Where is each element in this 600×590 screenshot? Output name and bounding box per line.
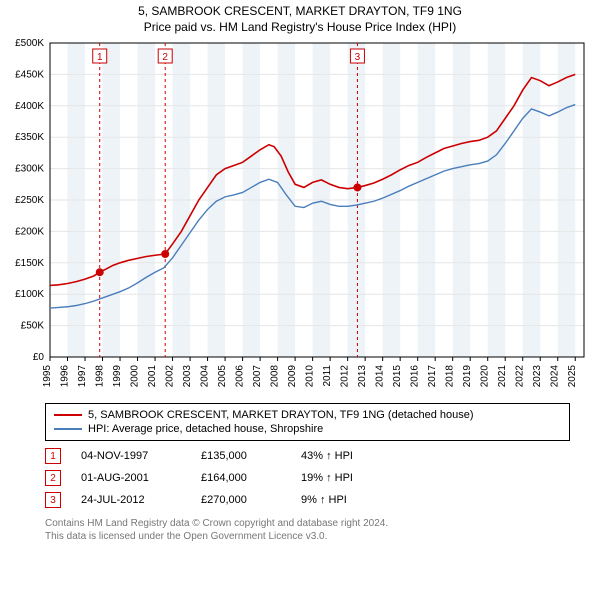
title-line-2: Price paid vs. HM Land Registry's House …	[0, 20, 600, 36]
event-delta: 9% ↑ HPI	[301, 494, 381, 506]
event-row: 2 01-AUG-2001 £164,000 19% ↑ HPI	[45, 467, 570, 489]
svg-text:£500K: £500K	[15, 38, 44, 49]
svg-text:2017: 2017	[427, 365, 438, 388]
svg-text:2009: 2009	[287, 365, 298, 388]
svg-text:1996: 1996	[60, 365, 71, 388]
event-date: 04-NOV-1997	[81, 450, 181, 462]
chart-area: £0 £50K £100K £150K £200K £250K £300K £350K £400…	[0, 37, 592, 397]
legend-swatch	[54, 414, 82, 416]
event-price: £135,000	[201, 450, 281, 462]
event-price: £270,000	[201, 494, 281, 506]
svg-text:2018: 2018	[445, 365, 456, 388]
svg-text:2019: 2019	[462, 365, 473, 388]
legend-label: 5, SAMBROOK CRESCENT, MARKET DRAYTON, TF…	[88, 409, 474, 421]
svg-text:£100K: £100K	[15, 289, 44, 300]
svg-text:£200K: £200K	[15, 227, 44, 238]
event-row: 3 24-JUL-2012 £270,000 9% ↑ HPI	[45, 489, 570, 511]
svg-text:2001: 2001	[147, 365, 158, 388]
svg-text:2010: 2010	[305, 365, 316, 388]
svg-text:1997: 1997	[77, 365, 88, 388]
footer-note: Contains HM Land Registry data © Crown c…	[45, 517, 570, 543]
legend-item: 5, SAMBROOK CRESCENT, MARKET DRAYTON, TF…	[54, 408, 561, 422]
legend-box: 5, SAMBROOK CRESCENT, MARKET DRAYTON, TF…	[45, 403, 570, 441]
svg-text:2012: 2012	[340, 365, 351, 388]
svg-text:1995: 1995	[42, 365, 53, 388]
svg-text:2014: 2014	[375, 365, 386, 388]
legend-swatch	[54, 428, 82, 430]
svg-text:2: 2	[162, 52, 168, 63]
svg-text:2002: 2002	[165, 365, 176, 388]
svg-text:3: 3	[355, 52, 361, 63]
svg-text:£450K: £450K	[15, 70, 44, 81]
svg-text:£300K: £300K	[15, 164, 44, 175]
events-block: 1 04-NOV-1997 £135,000 43% ↑ HPI 2 01-AUG-200…	[45, 445, 570, 511]
svg-text:2006: 2006	[235, 365, 246, 388]
svg-text:2011: 2011	[322, 365, 333, 387]
event-delta: 19% ↑ HPI	[301, 472, 381, 484]
legend-label: HPI: Average price, detached house, Shro…	[88, 423, 323, 435]
svg-text:2003: 2003	[182, 365, 193, 388]
svg-text:£150K: £150K	[15, 258, 44, 269]
event-price: £164,000	[201, 472, 281, 484]
price-chart: £0 £50K £100K £150K £200K £250K £300K £350K £400…	[0, 37, 590, 397]
svg-text:2025: 2025	[567, 365, 578, 388]
event-delta: 43% ↑ HPI	[301, 450, 381, 462]
svg-text:1998: 1998	[95, 365, 106, 388]
event-marker: 1	[45, 448, 61, 464]
svg-text:£50K: £50K	[21, 321, 45, 332]
svg-text:2016: 2016	[410, 365, 421, 388]
svg-text:2022: 2022	[515, 365, 526, 388]
svg-text:2000: 2000	[130, 365, 141, 388]
svg-text:2005: 2005	[217, 365, 228, 388]
footer-line-2: This data is licensed under the Open Gov…	[45, 530, 570, 543]
title-line-1: 5, SAMBROOK CRESCENT, MARKET DRAYTON, TF…	[0, 4, 600, 20]
svg-text:2024: 2024	[550, 365, 561, 388]
svg-text:2008: 2008	[270, 365, 281, 388]
title-block: 5, SAMBROOK CRESCENT, MARKET DRAYTON, TF…	[0, 0, 600, 37]
svg-text:£400K: £400K	[15, 101, 44, 112]
svg-text:2004: 2004	[200, 365, 211, 388]
svg-text:£0: £0	[33, 352, 45, 363]
legend-item: HPI: Average price, detached house, Shro…	[54, 422, 561, 436]
footer-line-1: Contains HM Land Registry data © Crown c…	[45, 517, 570, 530]
svg-text:1999: 1999	[112, 365, 123, 388]
svg-text:2013: 2013	[357, 365, 368, 388]
svg-text:1: 1	[97, 52, 103, 63]
svg-text:2023: 2023	[532, 365, 543, 388]
event-date: 01-AUG-2001	[81, 472, 181, 484]
svg-text:£350K: £350K	[15, 132, 44, 143]
svg-text:2021: 2021	[497, 365, 508, 388]
svg-text:2020: 2020	[480, 365, 491, 388]
event-marker: 2	[45, 470, 61, 486]
event-date: 24-JUL-2012	[81, 494, 181, 506]
svg-text:2007: 2007	[252, 365, 263, 388]
svg-text:2015: 2015	[392, 365, 403, 388]
event-row: 1 04-NOV-1997 £135,000 43% ↑ HPI	[45, 445, 570, 467]
svg-text:£250K: £250K	[15, 195, 44, 206]
event-marker: 3	[45, 492, 61, 508]
